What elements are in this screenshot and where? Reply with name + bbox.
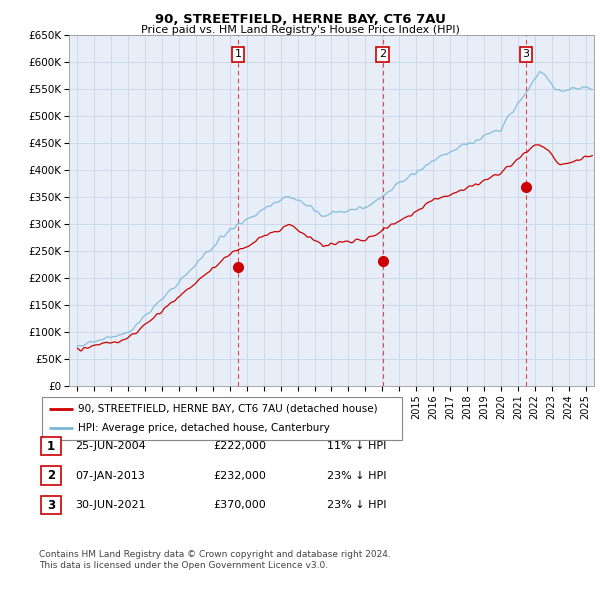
Text: 23% ↓ HPI: 23% ↓ HPI [327, 471, 386, 480]
Text: 90, STREETFIELD, HERNE BAY, CT6 7AU (detached house): 90, STREETFIELD, HERNE BAY, CT6 7AU (det… [78, 404, 377, 414]
Text: Price paid vs. HM Land Registry's House Price Index (HPI): Price paid vs. HM Land Registry's House … [140, 25, 460, 35]
Text: 1: 1 [235, 50, 242, 60]
Text: 23% ↓ HPI: 23% ↓ HPI [327, 500, 386, 510]
Text: 90, STREETFIELD, HERNE BAY, CT6 7AU: 90, STREETFIELD, HERNE BAY, CT6 7AU [155, 13, 445, 26]
Text: This data is licensed under the Open Government Licence v3.0.: This data is licensed under the Open Gov… [39, 560, 328, 570]
Text: 3: 3 [47, 499, 55, 512]
Text: 25-JUN-2004: 25-JUN-2004 [75, 441, 146, 451]
FancyBboxPatch shape [42, 397, 402, 440]
Text: 30-JUN-2021: 30-JUN-2021 [75, 500, 146, 510]
Text: £232,000: £232,000 [213, 471, 266, 480]
Text: 11% ↓ HPI: 11% ↓ HPI [327, 441, 386, 451]
Text: HPI: Average price, detached house, Canterbury: HPI: Average price, detached house, Cant… [78, 423, 330, 433]
FancyBboxPatch shape [41, 466, 61, 485]
Text: £222,000: £222,000 [213, 441, 266, 451]
Text: 1: 1 [47, 440, 55, 453]
Text: 2: 2 [47, 469, 55, 482]
Text: £370,000: £370,000 [213, 500, 266, 510]
Text: 07-JAN-2013: 07-JAN-2013 [75, 471, 145, 480]
FancyBboxPatch shape [41, 437, 61, 455]
Text: 3: 3 [523, 50, 530, 60]
FancyBboxPatch shape [41, 496, 61, 514]
Text: 2: 2 [379, 50, 386, 60]
Text: Contains HM Land Registry data © Crown copyright and database right 2024.: Contains HM Land Registry data © Crown c… [39, 550, 391, 559]
